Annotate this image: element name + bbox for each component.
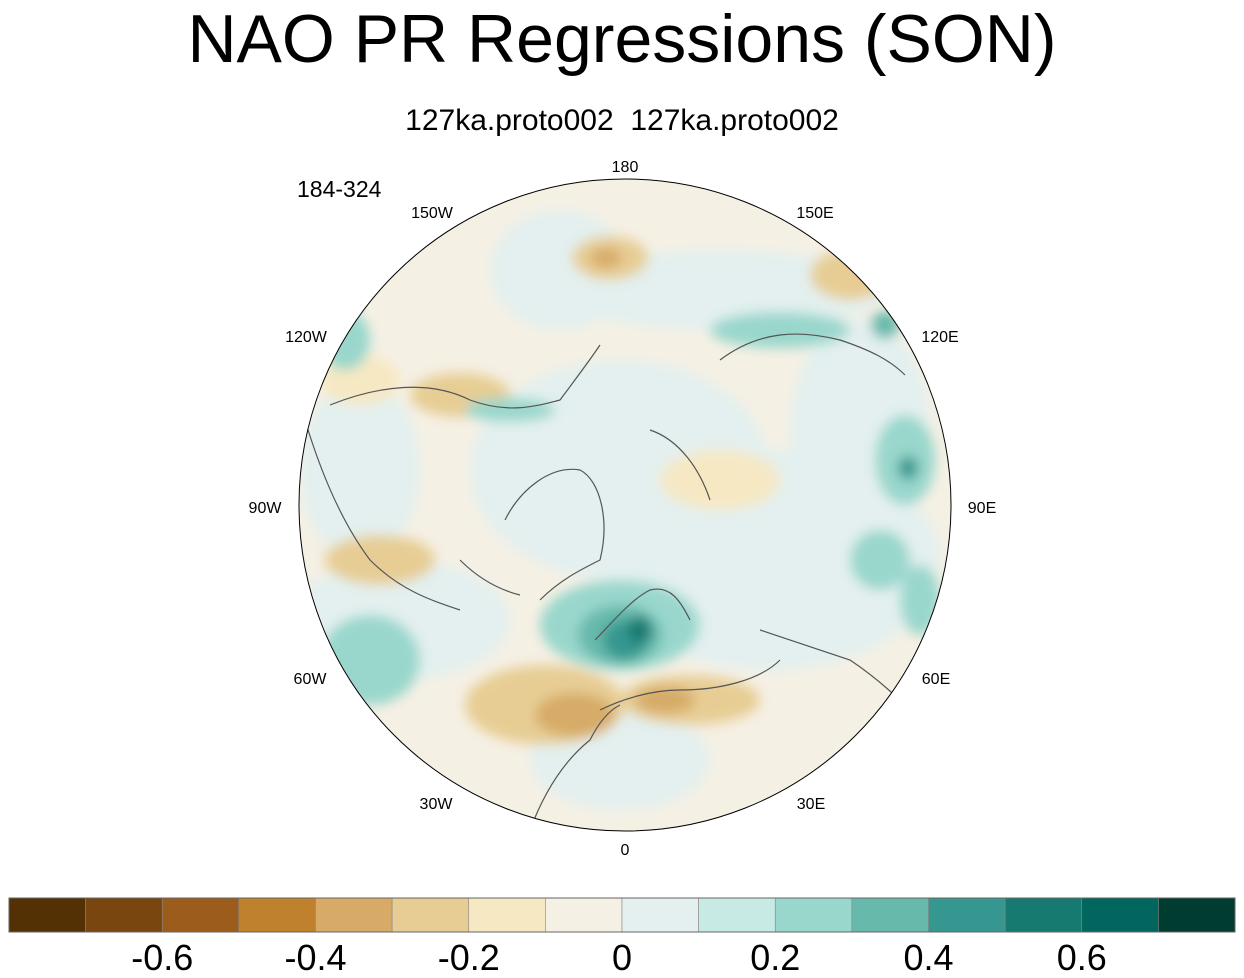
colorbar-swatch-7 xyxy=(545,897,623,933)
colorbar-tick-label: -0.6 xyxy=(131,937,193,978)
map-border xyxy=(298,178,952,832)
colorbar-swatch-5 xyxy=(391,897,470,933)
colorbar-swatch-12 xyxy=(928,897,1006,933)
plot-title: NAO PR Regressions (SON) xyxy=(187,1,1057,77)
lon-label-150e: 150E xyxy=(796,205,833,222)
colorbar-swatch-0 xyxy=(8,897,86,933)
lon-label-120e: 120E xyxy=(921,329,958,346)
colorbar-swatch-2 xyxy=(161,897,240,933)
colorbar-tick-label: 0.2 xyxy=(750,937,800,978)
colorbar-tick-label: -0.2 xyxy=(438,937,500,978)
colorbar-swatch-4 xyxy=(315,897,393,933)
year-range-label: 184-324 xyxy=(297,176,382,202)
colorbar-tick-label: 0.6 xyxy=(1057,937,1107,978)
coastlines xyxy=(304,333,921,831)
regression-field xyxy=(299,179,951,831)
colorbar-swatch-10 xyxy=(774,897,853,933)
lon-label-90w: 90W xyxy=(249,500,283,517)
lon-label-120w: 120W xyxy=(285,329,328,346)
lon-label-90e: 90E xyxy=(968,500,996,517)
longitude-labels: 180 150E 120E 90E 60E 30E 0 30W 60W 90W … xyxy=(249,159,997,859)
lon-label-180: 180 xyxy=(612,159,639,176)
colorbar-swatch-13 xyxy=(1004,897,1083,933)
lon-label-60w: 60W xyxy=(294,671,328,688)
colorbar-swatch-15 xyxy=(1158,897,1236,933)
colorbar-swatch-3 xyxy=(238,897,316,933)
colorbar-swatch-9 xyxy=(698,897,776,933)
plot-subtitle: 127ka.proto002 127ka.proto002 xyxy=(405,104,839,137)
anomaly-patches xyxy=(299,210,940,810)
colorbar-tick-label: 0 xyxy=(612,937,632,978)
colorbar-tick-label: 0.4 xyxy=(903,937,953,978)
colorbar-swatch-8 xyxy=(621,897,699,933)
lon-label-60e: 60E xyxy=(922,671,950,688)
colorbar-swatch-1 xyxy=(85,897,163,933)
colorbar: -0.6 -0.4 -0.2 0 0.2 0.4 0.6 xyxy=(8,897,1236,978)
lon-label-150w: 150W xyxy=(411,205,454,222)
colorbar-outline xyxy=(8,897,1236,933)
colorbar-tick-label: -0.4 xyxy=(284,937,346,978)
lon-label-30e: 30E xyxy=(797,796,825,813)
colorbar-swatch-11 xyxy=(851,897,929,933)
lon-label-0: 0 xyxy=(621,842,630,859)
colorbar-swatch-14 xyxy=(1081,897,1159,933)
colorbar-swatch-6 xyxy=(468,897,546,933)
lon-label-30w: 30W xyxy=(420,796,454,813)
